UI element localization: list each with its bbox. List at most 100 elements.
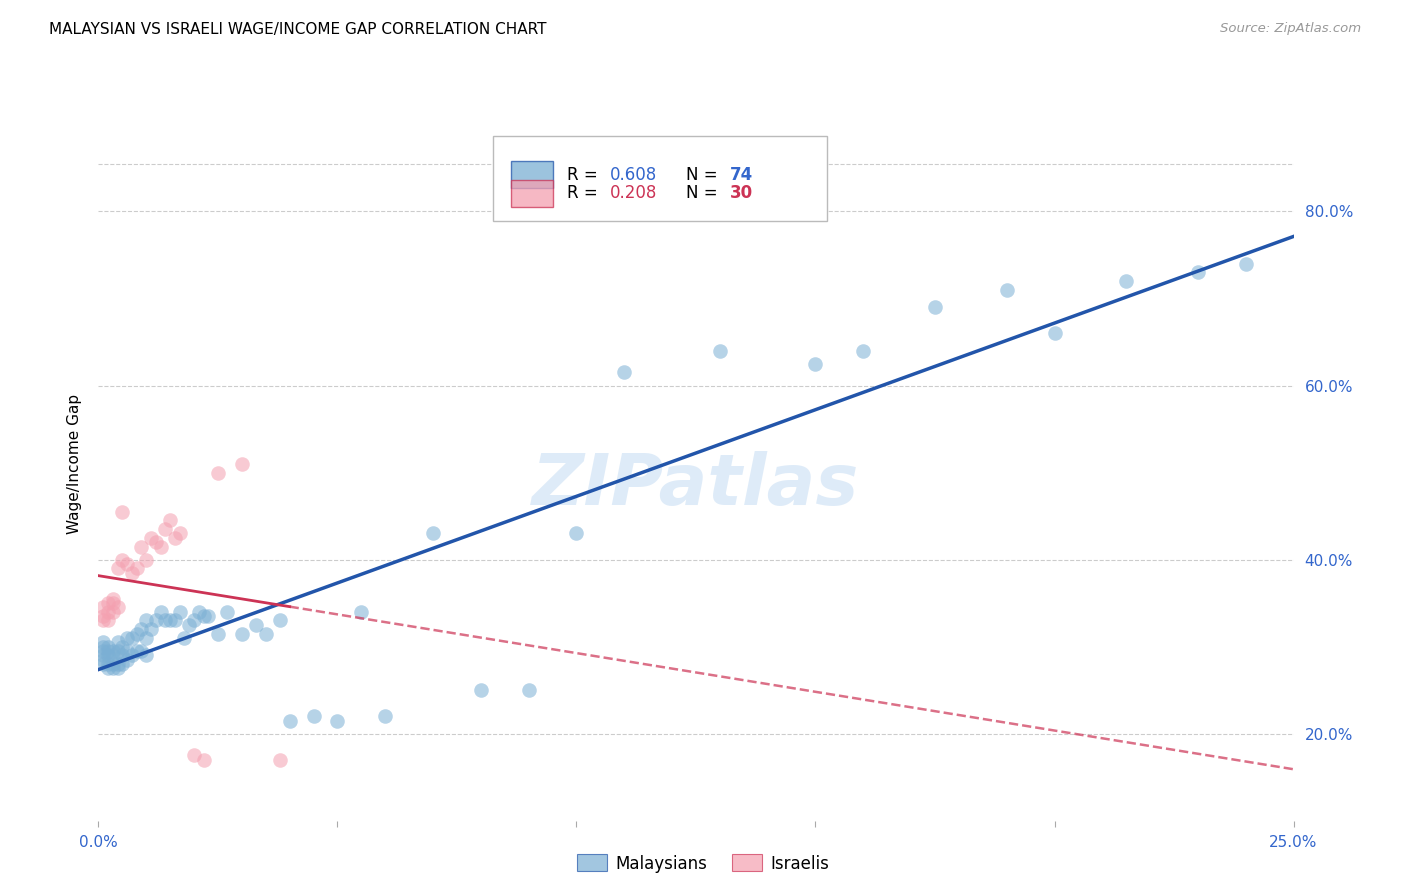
Point (91, 657, 114, 671)
Point (111, 552, 134, 566)
Point (187, 605, 209, 619)
Point (131, 644, 153, 658)
Text: R =: R = (567, 166, 603, 184)
Text: N =: N = (686, 166, 723, 184)
Point (115, 557, 138, 571)
Point (101, 657, 124, 671)
Point (207, 466, 229, 480)
Point (125, 644, 148, 658)
Point (269, 753, 291, 767)
Point (231, 457, 253, 471)
Point (97, 661, 120, 675)
Point (91, 609, 114, 624)
Point (852, 343, 875, 358)
Point (565, 526, 588, 541)
Point (101, 644, 124, 658)
Point (231, 626, 253, 640)
Point (91, 644, 114, 658)
Point (155, 614, 177, 628)
Point (97, 648, 120, 663)
Point (111, 657, 134, 671)
Text: 0.208: 0.208 (610, 185, 657, 202)
Point (91, 653, 114, 667)
Point (101, 661, 124, 675)
Point (1187, 265, 1209, 279)
Point (149, 540, 172, 554)
Legend: Malaysians, Israelis: Malaysians, Israelis (569, 847, 837, 880)
Point (121, 566, 143, 580)
Point (131, 622, 153, 636)
Point (125, 626, 148, 640)
Point (145, 535, 167, 549)
Point (107, 661, 129, 675)
Point (1115, 274, 1137, 288)
Point (97, 657, 120, 671)
Point (97, 614, 120, 628)
Point (197, 609, 219, 624)
Point (217, 605, 239, 619)
Point (193, 753, 215, 767)
Point (97, 640, 120, 654)
Point (173, 631, 195, 645)
Point (107, 657, 129, 671)
Text: MALAYSIAN VS ISRAELI WAGE/INCOME GAP CORRELATION CHART: MALAYSIAN VS ISRAELI WAGE/INCOME GAP COR… (49, 22, 547, 37)
Text: R =: R = (567, 185, 603, 202)
Point (193, 609, 215, 624)
Point (149, 605, 172, 619)
Point (91, 648, 114, 663)
Text: 30: 30 (730, 185, 752, 202)
Point (179, 617, 201, 632)
Text: 74: 74 (730, 166, 752, 184)
Point (121, 648, 143, 663)
Point (470, 683, 492, 698)
Point (924, 300, 946, 314)
Point (245, 617, 267, 632)
Point (374, 709, 396, 723)
Point (163, 531, 186, 545)
Point (254, 626, 277, 640)
Point (269, 614, 291, 628)
Point (207, 626, 229, 640)
Text: ZIPatlas: ZIPatlas (533, 450, 859, 520)
FancyBboxPatch shape (510, 161, 553, 188)
Point (163, 614, 186, 628)
Point (111, 648, 134, 663)
Point (91, 635, 114, 649)
Point (107, 644, 129, 658)
Point (115, 631, 138, 645)
Point (159, 513, 181, 527)
Point (804, 357, 827, 371)
Point (97, 644, 120, 658)
Point (131, 540, 153, 554)
Point (135, 552, 157, 566)
Point (135, 614, 157, 628)
FancyBboxPatch shape (510, 180, 553, 207)
Point (517, 683, 540, 698)
Point (101, 596, 124, 610)
Point (995, 283, 1018, 297)
Point (115, 644, 138, 658)
Point (135, 631, 157, 645)
Point (101, 591, 124, 606)
Point (91, 614, 114, 628)
Point (1234, 257, 1257, 271)
Point (101, 648, 124, 663)
Point (155, 522, 177, 536)
Point (169, 605, 191, 619)
Point (613, 366, 636, 380)
Point (107, 600, 129, 615)
Point (115, 653, 138, 667)
Point (709, 343, 731, 358)
Point (139, 531, 162, 545)
Point (183, 748, 205, 763)
Point (91, 600, 114, 615)
Point (350, 605, 373, 619)
FancyBboxPatch shape (494, 136, 828, 221)
Point (169, 526, 191, 541)
Point (278, 714, 301, 728)
Text: 0.608: 0.608 (610, 166, 657, 184)
Point (159, 614, 181, 628)
Point (326, 714, 349, 728)
Point (97, 596, 120, 610)
Point (111, 640, 134, 654)
